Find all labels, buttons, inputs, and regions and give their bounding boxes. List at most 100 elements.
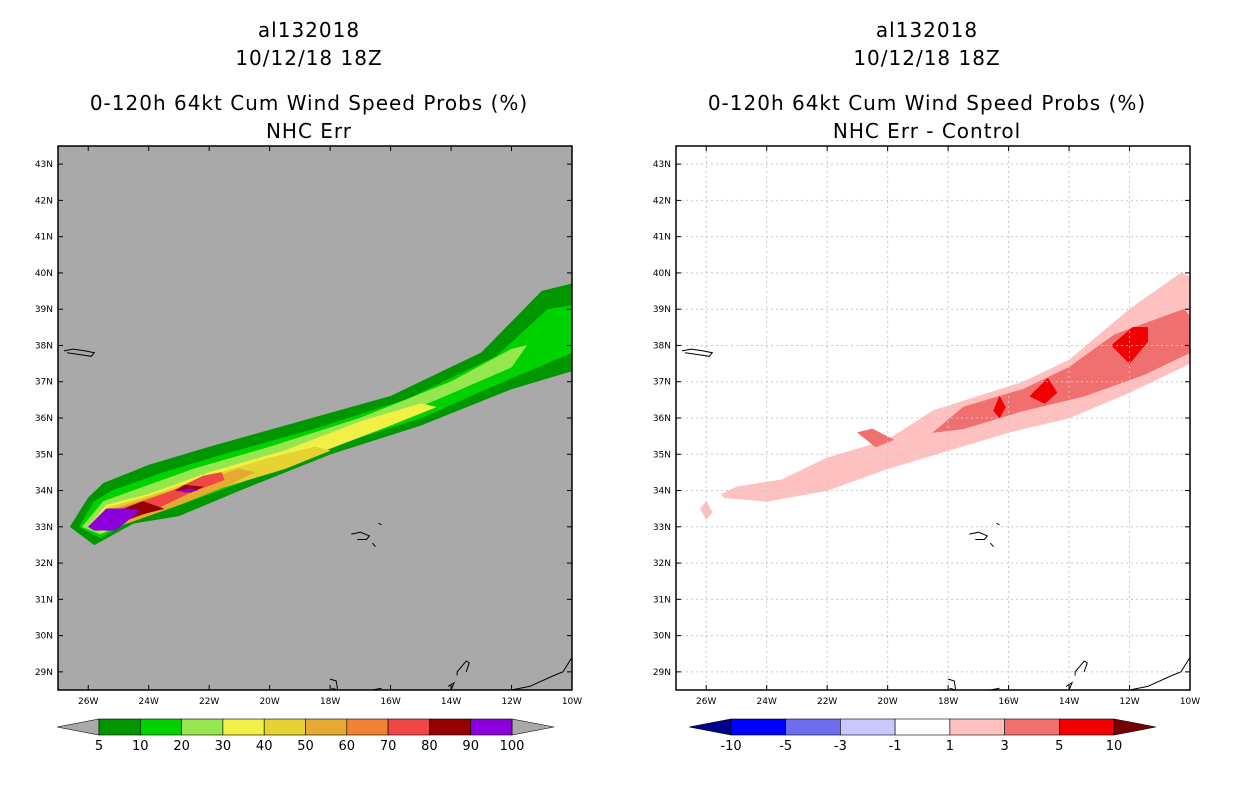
contour-level-90: [87, 508, 141, 531]
lat-tick-label: 30N: [35, 632, 53, 642]
lon-tick-label: 10W: [1180, 697, 1200, 707]
coastline-madeira-3: [990, 542, 994, 548]
colorbar-label: 1: [946, 739, 954, 754]
lon-tick-label: 14W: [441, 697, 461, 707]
colorbar-swatch: [140, 718, 182, 736]
colorbar-label: 5: [95, 739, 103, 754]
colorbar-label: 30: [215, 739, 232, 754]
coastline-canary-1: [329, 678, 339, 690]
storm-id: al132018: [875, 18, 979, 42]
lat-tick-label: 40N: [653, 269, 671, 279]
lon-tick-label: 18W: [938, 697, 958, 707]
contour-level-5: [993, 395, 1006, 419]
coastline-canary-1: [947, 678, 957, 690]
coastlines: [63, 348, 572, 690]
lat-tick-label: 37N: [653, 378, 671, 388]
lat-tick-label: 43N: [35, 160, 53, 170]
lat-tick-label: 36N: [35, 414, 53, 424]
coastline-madeira-1: [351, 531, 371, 540]
lat-tick-label: 41N: [653, 233, 671, 243]
lat-tick-label: 35N: [653, 450, 671, 460]
colorbar-swatch: [840, 718, 896, 736]
lat-tick-label: 43N: [653, 160, 671, 170]
coastline-madeira-2: [378, 522, 382, 526]
colorbar-label: 3: [1000, 739, 1008, 754]
coastline-canary-3: [1063, 681, 1074, 690]
storm-id: al132018: [257, 18, 361, 42]
lat-tick-label: 34N: [653, 487, 671, 497]
chart-panel-left: al132018 10/12/18 18Z 0-120h 64kt Cum Wi…: [35, 18, 582, 754]
coastline-canary-3: [445, 681, 456, 690]
colorbar-label: 80: [421, 739, 438, 754]
colorbar-over-arrow: [511, 718, 555, 736]
lon-tick-label: 14W: [1059, 697, 1079, 707]
lon-tick-label: 22W: [199, 697, 219, 707]
coastline-madeira-3: [372, 542, 376, 548]
coastline-morocco: [511, 657, 572, 690]
lat-tick-label: 31N: [653, 595, 671, 605]
chart-datetime: 10/12/18 18Z: [235, 46, 383, 70]
colorbar-swatch: [98, 718, 141, 736]
contour-layers: [69, 283, 572, 546]
colorbar-label: 60: [339, 739, 356, 754]
contour-level-5: [1111, 327, 1148, 364]
lon-tick-label: 20W: [877, 697, 897, 707]
lat-tick-label: 33N: [35, 523, 53, 533]
lat-tick-label: 37N: [35, 378, 53, 388]
lon-tick-label: 26W: [78, 697, 98, 707]
colorbar-label: -3: [834, 739, 847, 754]
lon-tick-label: 10W: [562, 697, 582, 707]
colorbar-swatch: [346, 718, 389, 736]
lat-tick-label: 38N: [653, 341, 671, 351]
lat-tick-label: 36N: [653, 414, 671, 424]
colorbar-label: 70: [380, 739, 397, 754]
contour-level-90: [178, 488, 198, 493]
lat-tick-label: 35N: [35, 450, 53, 460]
contour-layers: [699, 272, 1190, 520]
colorbar-label: 100: [500, 739, 525, 754]
colorbar-under-arrow: [56, 718, 100, 736]
colorbar-label: 10: [1106, 739, 1123, 754]
coastline-morocco: [1129, 657, 1190, 690]
lat-tick-label: 30N: [653, 632, 671, 642]
lon-tick-label: 20W: [259, 697, 279, 707]
lon-tick-label: 24W: [139, 697, 159, 707]
colorbar-label: 5: [1055, 739, 1063, 754]
coastline-azores: [63, 348, 96, 357]
colorbar-label: -5: [779, 739, 792, 754]
colorbar-label: 10: [132, 739, 149, 754]
chart-title: 0-120h 64kt Cum Wind Speed Probs (%): [707, 91, 1147, 115]
lat-tick-label: 40N: [35, 269, 53, 279]
lat-tick-label: 32N: [653, 559, 671, 569]
colorbar-swatch: [730, 718, 787, 736]
coastline-madeira-1: [969, 531, 989, 540]
lon-tick-label: 26W: [696, 697, 716, 707]
chart-panel-right: al132018 10/12/18 18Z 0-120h 64kt Cum Wi…: [618, 0, 1236, 800]
lon-tick-label: 22W: [817, 697, 837, 707]
colorbar-label: 90: [462, 739, 479, 754]
colorbar-swatch: [263, 718, 306, 736]
colorbar-over-arrow: [1113, 718, 1157, 736]
coastline-madeira-2: [996, 522, 1000, 526]
lon-tick-label: 12W: [1119, 697, 1139, 707]
chart-subtitle: NHC Err - Control: [832, 119, 1022, 143]
coastline-canary-4: [1074, 660, 1088, 676]
lon-tick-label: 12W: [501, 697, 521, 707]
lat-tick-label: 42N: [653, 196, 671, 206]
lon-tick-label: 18W: [320, 697, 340, 707]
contour-level-3: [856, 428, 895, 448]
lon-tick-label: 16W: [380, 697, 400, 707]
contour-level-1: [699, 500, 713, 520]
lat-tick-label: 39N: [653, 305, 671, 315]
colorbar-label: 20: [173, 739, 190, 754]
coastlines: [681, 348, 1190, 690]
lat-tick-label: 41N: [35, 233, 53, 243]
lat-tick-label: 39N: [35, 305, 53, 315]
colorbar-swatch: [305, 718, 348, 736]
colorbar-swatch: [949, 718, 1005, 736]
lat-tick-label: 29N: [35, 668, 53, 678]
lat-tick-label: 38N: [35, 341, 53, 351]
colorbar-swatch: [1004, 718, 1060, 736]
contour-level-5: [1029, 377, 1058, 404]
colorbar-label: 40: [256, 739, 273, 754]
